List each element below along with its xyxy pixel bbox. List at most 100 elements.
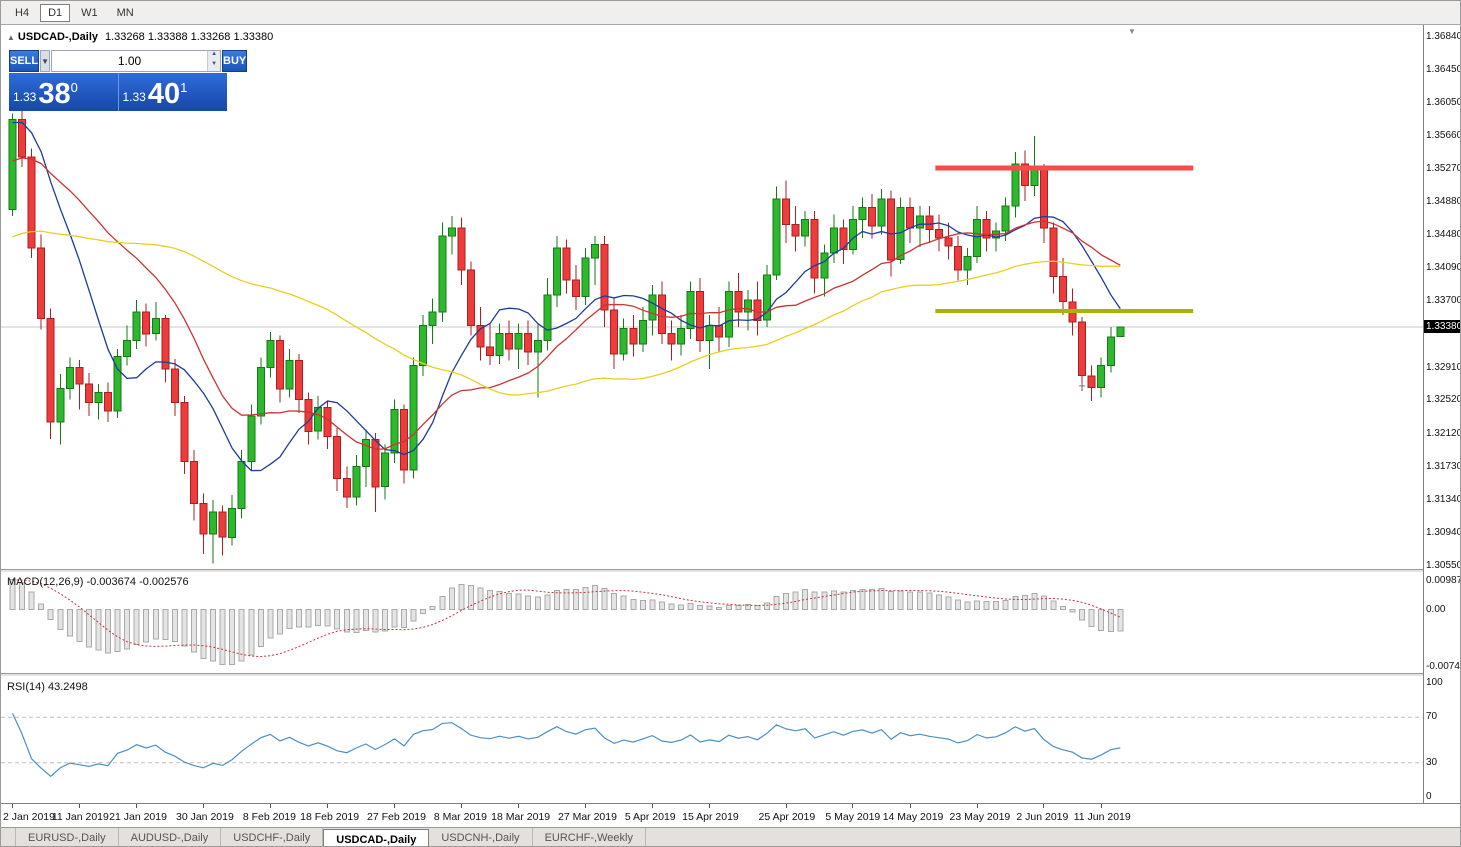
rsi-indicator-canvas[interactable] bbox=[1, 677, 1423, 803]
time-axis-tick bbox=[78, 804, 80, 808]
tab-eurusd-daily[interactable]: EURUSD-,Daily bbox=[15, 828, 119, 846]
macd-indicator-canvas[interactable] bbox=[1, 573, 1423, 673]
time-axis-tick bbox=[460, 804, 462, 808]
time-axis-label: 8 Mar 2019 bbox=[433, 811, 487, 823]
price-axis-label: 1.36840 bbox=[1426, 31, 1461, 42]
time-axis-tick bbox=[203, 804, 204, 808]
price-axis-label: 1.34480 bbox=[1426, 229, 1461, 241]
sell-price-prefix: 1.33 bbox=[13, 90, 37, 104]
time-axis-label: 27 Mar 2019 bbox=[558, 811, 617, 823]
tab-usdchf-daily[interactable]: USDCHF-,Daily bbox=[221, 828, 324, 846]
time-axis-tick bbox=[651, 804, 653, 808]
rsi-axis-label: 0 bbox=[1426, 791, 1432, 802]
ohlc-values: 1.33268 1.33388 1.33268 1.33380 bbox=[105, 31, 274, 43]
time-axis-label: 2 Jun 2019 bbox=[1016, 811, 1069, 823]
panel-splitter[interactable] bbox=[1, 569, 1460, 573]
time-axis-label: 8 Feb 2019 bbox=[242, 811, 296, 823]
price-axis-label: 1.34090 bbox=[1426, 262, 1461, 274]
chart-tab-bar: EURUSD-,Daily AUDUSD-,Daily USDCHF-,Dail… bbox=[1, 827, 1460, 846]
price-axis-label: 1.31730 bbox=[1426, 460, 1461, 472]
volume-field: ▲ ▼ bbox=[51, 50, 222, 72]
time-axis-tick bbox=[709, 804, 711, 808]
tab-usdcnh-daily[interactable]: USDCNH-,Daily bbox=[429, 828, 533, 846]
macd-axis-label: 0.009874 bbox=[1426, 575, 1460, 586]
time-axis-tick bbox=[1043, 804, 1045, 808]
timeframe-mn-button[interactable]: MN bbox=[109, 4, 142, 22]
rsi-axis-label: 70 bbox=[1426, 711, 1438, 723]
timeframe-toolbar: H4 D1 W1 MN bbox=[1, 1, 1460, 25]
time-axis-label: 18 Feb 2019 bbox=[300, 811, 360, 823]
tab-usdcad-daily[interactable]: USDCAD-,Daily bbox=[323, 829, 430, 846]
macd-axis-label: -0.00746 bbox=[1426, 661, 1460, 672]
time-axis-label: 21 Jan 2019 bbox=[109, 811, 167, 823]
volume-down-icon[interactable]: ▼ bbox=[208, 61, 221, 71]
volume-stepper: ▲ ▼ bbox=[207, 51, 221, 71]
timeframe-w1-button[interactable]: W1 bbox=[73, 4, 106, 22]
time-axis-label: 18 Mar 2019 bbox=[491, 811, 551, 823]
chart-shift-marker-icon[interactable]: ▼ bbox=[1128, 27, 1136, 36]
macd-axis-label: 0.00 bbox=[1426, 603, 1446, 615]
buy-price-prefix: 1.33 bbox=[122, 90, 146, 104]
time-axis-label: 5 Apr 2019 bbox=[624, 811, 676, 823]
chart-title: ▲ USDCAD-,Daily 1.33268 1.33388 1.33268 1.… bbox=[7, 31, 273, 43]
time-axis-label: 11 Jun 2019 bbox=[1073, 811, 1131, 823]
price-axis-label: 1.34880 bbox=[1426, 195, 1461, 207]
time-axis-tick bbox=[269, 804, 271, 808]
time-axis-tick bbox=[976, 804, 978, 808]
price-axis[interactable]: 1.36840 1.36450 1.36050 1.35660 1.35270 1.348… bbox=[1423, 25, 1461, 803]
price-axis-label: 1.35660 bbox=[1426, 130, 1461, 142]
sell-price-panel[interactable]: 1.33 38 0 bbox=[9, 73, 119, 111]
price-axis-label: 1.31340 bbox=[1426, 493, 1461, 505]
tab-audusd-daily[interactable]: AUDUSD-,Daily bbox=[119, 828, 222, 846]
time-axis-tick bbox=[136, 804, 138, 808]
price-axis-label: 1.36050 bbox=[1426, 97, 1461, 109]
time-axis-tick bbox=[1100, 804, 1102, 808]
rsi-axis-label: 100 bbox=[1426, 677, 1443, 688]
buy-price-panel[interactable]: 1.33 40 1 bbox=[118, 73, 227, 111]
buy-button[interactable]: BUY bbox=[222, 50, 248, 72]
collapse-arrow-icon[interactable]: ▲ bbox=[7, 33, 15, 42]
time-axis-label: 25 Apr 2019 bbox=[758, 811, 816, 823]
time-axis-tick bbox=[518, 804, 520, 808]
sell-price-sup: 0 bbox=[70, 80, 78, 95]
price-axis-label: 1.32910 bbox=[1426, 361, 1461, 373]
time-axis-tick bbox=[852, 804, 854, 808]
panel-splitter[interactable] bbox=[1, 673, 1460, 677]
price-axis-label: 1.30940 bbox=[1426, 527, 1461, 539]
time-axis-label: 15 Apr 2019 bbox=[682, 811, 739, 823]
current-price-tag: 1.33380 bbox=[1424, 319, 1461, 333]
time-axis-tick bbox=[327, 804, 329, 808]
sell-price-big: 38 bbox=[38, 78, 71, 110]
time-axis-label: 23 May 2019 bbox=[949, 811, 1011, 823]
time-axis-tick bbox=[909, 804, 911, 808]
time-axis-label: 5 May 2019 bbox=[825, 811, 881, 823]
tab-eurchf-weekly[interactable]: EURCHF-,Weekly bbox=[533, 828, 646, 846]
time-axis-label: 2 Jan 2019 bbox=[3, 811, 55, 823]
time-axis-tick bbox=[585, 804, 586, 808]
sell-button[interactable]: SELL bbox=[9, 50, 40, 72]
macd-indicator-title: MACD(12,26,9) -0.003674 -0.002576 bbox=[7, 576, 189, 588]
price-axis-label: 1.32520 bbox=[1426, 394, 1461, 406]
price-axis-label: 1.33700 bbox=[1426, 295, 1461, 307]
volume-dropdown[interactable]: ▼ bbox=[40, 50, 51, 72]
main-chart-canvas[interactable] bbox=[1, 25, 1423, 569]
buy-price-sup: 1 bbox=[180, 80, 188, 95]
volume-up-icon[interactable]: ▲ bbox=[208, 51, 221, 61]
rsi-indicator-title: RSI(14) 43.2498 bbox=[7, 681, 88, 693]
time-axis-label: 30 Jan 2019 bbox=[176, 811, 234, 823]
time-axis-tick bbox=[785, 804, 787, 808]
price-axis-label: 1.35270 bbox=[1426, 163, 1461, 175]
buy-price-big: 40 bbox=[147, 78, 181, 110]
price-axis-label: 1.36450 bbox=[1426, 63, 1461, 75]
chevron-down-icon: ▼ bbox=[41, 56, 50, 66]
time-axis[interactable]: 2 Jan 2019 11 Jan 2019 21 Jan 2019 30 Jan 2… bbox=[1, 803, 1460, 827]
timeframe-d1-button[interactable]: D1 bbox=[40, 3, 71, 22]
volume-input[interactable] bbox=[52, 51, 208, 71]
symbol-label: USDCAD-,Daily bbox=[17, 31, 98, 43]
time-axis-tick bbox=[12, 804, 13, 808]
price-axis-label: 1.30550 bbox=[1426, 560, 1461, 571]
price-axis-label: 1.32120 bbox=[1426, 427, 1461, 439]
timeframe-h4-button[interactable]: H4 bbox=[7, 4, 37, 22]
